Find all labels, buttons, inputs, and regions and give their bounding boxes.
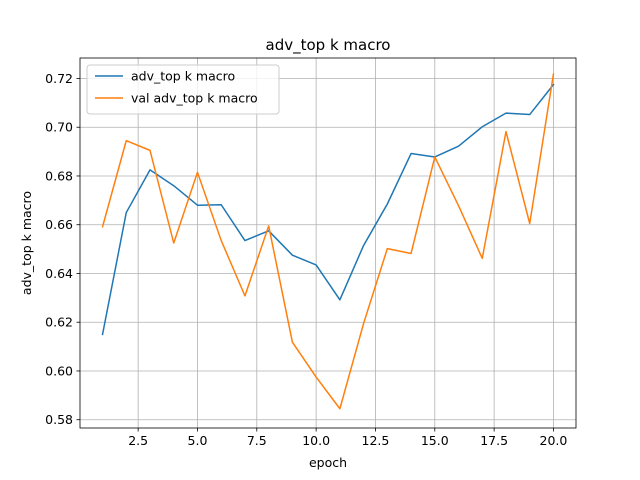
legend-box (86, 64, 280, 115)
y-tick-label: 0.66 (45, 217, 73, 232)
y-tick-label: 0.64 (45, 266, 73, 281)
y-tick-label: 0.58 (45, 412, 73, 427)
chart-title: adv_top k macro (266, 36, 391, 55)
x-tick-label: 20.0 (540, 433, 568, 448)
y-tick-label: 0.68 (45, 168, 73, 183)
y-axis: 0.58 0.60 0.62 0.64 0.66 0.68 0.70 0.72 (45, 71, 80, 427)
series-line-2 (101, 73, 555, 410)
series-layer (101, 73, 555, 410)
y-tick-label: 0.62 (45, 315, 73, 330)
x-tick-label: 7.5 (247, 433, 267, 448)
x-axis: 2.5 5.0 7.5 10.0 12.5 15.0 17.5 20.0 (128, 428, 567, 448)
x-tick-label: 17.5 (480, 433, 508, 448)
y-tick-label: 0.70 (45, 120, 73, 135)
y-axis-label: adv_top k macro (19, 191, 34, 295)
x-tick-label: 12.5 (362, 433, 390, 448)
x-tick-label: 2.5 (128, 433, 148, 448)
x-axis-label: epoch (309, 455, 347, 470)
legend: adv_top k macro val adv_top k macro (86, 64, 280, 115)
legend-label-series-2: val adv_top k macro (131, 91, 258, 106)
y-tick-label: 0.72 (45, 71, 73, 86)
x-tick-label: 10.0 (302, 433, 330, 448)
grid (80, 58, 576, 428)
plot-frame (79, 57, 577, 429)
legend-label-series-1: adv_top k macro (131, 69, 235, 84)
series-line-1 (101, 83, 555, 336)
x-tick-label: 5.0 (188, 433, 208, 448)
y-tick-label: 0.60 (45, 363, 73, 378)
x-tick-label: 15.0 (421, 433, 449, 448)
